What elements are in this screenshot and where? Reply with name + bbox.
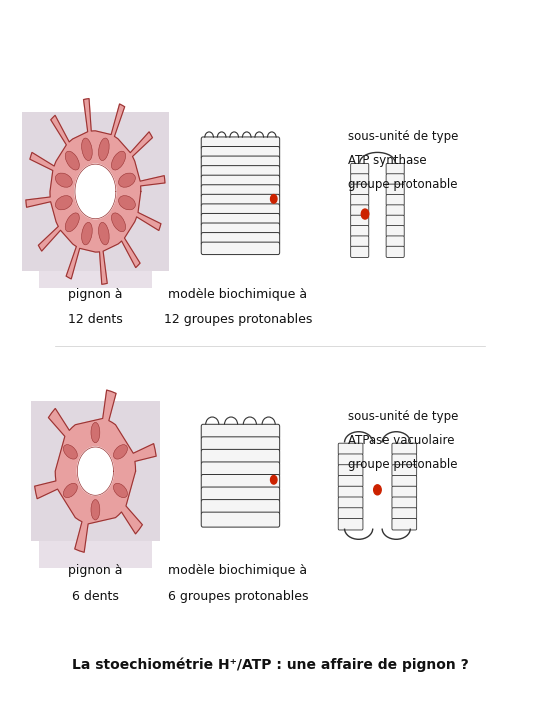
FancyBboxPatch shape [350, 194, 369, 206]
FancyBboxPatch shape [39, 138, 152, 288]
FancyBboxPatch shape [201, 500, 280, 515]
FancyBboxPatch shape [201, 437, 280, 452]
FancyBboxPatch shape [338, 497, 363, 508]
FancyBboxPatch shape [201, 424, 280, 439]
FancyBboxPatch shape [201, 175, 280, 188]
Circle shape [271, 194, 277, 203]
FancyBboxPatch shape [201, 194, 280, 207]
FancyBboxPatch shape [201, 462, 280, 477]
Ellipse shape [82, 138, 92, 161]
FancyBboxPatch shape [201, 166, 280, 178]
Ellipse shape [119, 196, 136, 210]
Text: groupe protonable: groupe protonable [348, 178, 457, 191]
Text: pignon à: pignon à [68, 564, 123, 577]
FancyBboxPatch shape [201, 474, 280, 490]
Ellipse shape [63, 445, 77, 459]
Ellipse shape [56, 173, 72, 187]
FancyBboxPatch shape [201, 223, 280, 235]
Text: ATP synthase: ATP synthase [348, 154, 427, 167]
FancyBboxPatch shape [386, 184, 404, 195]
Polygon shape [35, 390, 156, 552]
Ellipse shape [65, 213, 79, 232]
FancyBboxPatch shape [31, 401, 160, 541]
FancyBboxPatch shape [338, 464, 363, 476]
FancyBboxPatch shape [201, 137, 280, 149]
FancyBboxPatch shape [350, 236, 369, 247]
Text: 6 groupes protonables: 6 groupes protonables [167, 590, 308, 603]
FancyBboxPatch shape [338, 475, 363, 487]
FancyBboxPatch shape [338, 486, 363, 498]
FancyBboxPatch shape [201, 487, 280, 502]
FancyBboxPatch shape [386, 174, 404, 185]
Ellipse shape [91, 423, 100, 443]
Ellipse shape [111, 213, 126, 232]
FancyBboxPatch shape [338, 444, 363, 454]
Ellipse shape [65, 151, 79, 170]
FancyBboxPatch shape [39, 418, 152, 568]
FancyBboxPatch shape [350, 225, 369, 237]
FancyBboxPatch shape [392, 518, 417, 530]
Text: sous-unité de type: sous-unité de type [348, 410, 458, 423]
Polygon shape [77, 447, 113, 495]
FancyBboxPatch shape [350, 215, 369, 226]
FancyBboxPatch shape [201, 185, 280, 197]
Ellipse shape [56, 196, 72, 210]
FancyBboxPatch shape [201, 213, 280, 226]
FancyBboxPatch shape [386, 225, 404, 237]
FancyBboxPatch shape [386, 163, 404, 174]
FancyBboxPatch shape [350, 246, 369, 258]
Polygon shape [75, 164, 116, 219]
Ellipse shape [113, 445, 127, 459]
Ellipse shape [111, 151, 126, 170]
FancyBboxPatch shape [392, 464, 417, 476]
FancyBboxPatch shape [392, 486, 417, 498]
FancyBboxPatch shape [386, 236, 404, 247]
Ellipse shape [82, 222, 92, 245]
Ellipse shape [98, 138, 109, 161]
FancyBboxPatch shape [201, 156, 280, 168]
FancyBboxPatch shape [338, 454, 363, 465]
FancyBboxPatch shape [338, 508, 363, 519]
Text: groupe protonable: groupe protonable [348, 457, 457, 471]
Text: modèle biochimique à: modèle biochimique à [168, 564, 307, 577]
Circle shape [374, 485, 381, 495]
FancyBboxPatch shape [386, 194, 404, 206]
FancyBboxPatch shape [392, 444, 417, 454]
FancyBboxPatch shape [392, 454, 417, 465]
Text: 12 groupes protonables: 12 groupes protonables [164, 313, 312, 326]
FancyBboxPatch shape [201, 512, 280, 527]
FancyBboxPatch shape [392, 497, 417, 508]
Text: La stoechiométrie H⁺/ATP : une affaire de pignon ?: La stoechiométrie H⁺/ATP : une affaire d… [72, 657, 468, 672]
FancyBboxPatch shape [350, 184, 369, 195]
Ellipse shape [119, 173, 136, 187]
Ellipse shape [91, 500, 100, 520]
Text: 12 dents: 12 dents [68, 313, 123, 326]
FancyBboxPatch shape [392, 508, 417, 519]
FancyBboxPatch shape [201, 233, 280, 245]
FancyBboxPatch shape [201, 449, 280, 464]
Circle shape [361, 209, 369, 219]
FancyBboxPatch shape [350, 163, 369, 174]
Text: sous-unité de type: sous-unité de type [348, 130, 458, 143]
FancyBboxPatch shape [22, 112, 168, 271]
Text: modèle biochimique à: modèle biochimique à [168, 288, 307, 301]
Text: 6 dents: 6 dents [72, 590, 119, 603]
Ellipse shape [63, 483, 77, 498]
Text: ATPase vacuolaire: ATPase vacuolaire [348, 434, 454, 447]
FancyBboxPatch shape [386, 205, 404, 216]
FancyBboxPatch shape [350, 205, 369, 216]
Ellipse shape [98, 222, 109, 245]
FancyBboxPatch shape [386, 215, 404, 226]
Ellipse shape [113, 483, 127, 498]
Text: pignon à: pignon à [68, 288, 123, 301]
FancyBboxPatch shape [350, 174, 369, 185]
Circle shape [271, 475, 277, 484]
Polygon shape [26, 99, 165, 284]
FancyBboxPatch shape [386, 246, 404, 258]
FancyBboxPatch shape [392, 475, 417, 487]
FancyBboxPatch shape [201, 204, 280, 216]
FancyBboxPatch shape [338, 518, 363, 530]
FancyBboxPatch shape [201, 242, 280, 255]
FancyBboxPatch shape [201, 146, 280, 159]
